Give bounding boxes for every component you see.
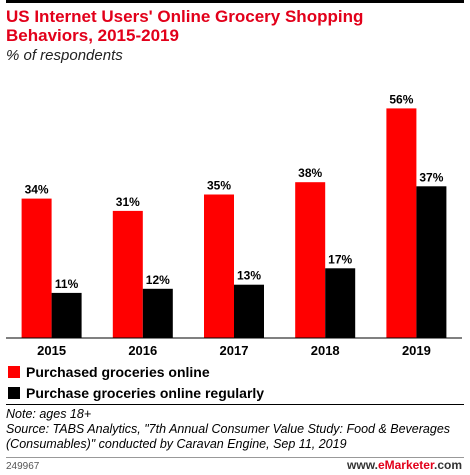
brand-prefix: www. (347, 458, 378, 472)
data-label: 56% (389, 92, 413, 106)
footer-divider (6, 457, 464, 458)
chart-title: US Internet Users' Online Grocery Shoppi… (6, 7, 364, 45)
bar-purchased-2019 (386, 108, 417, 339)
legend-swatch-black (8, 387, 20, 399)
brand-main: eMarketer (377, 458, 434, 472)
bar-purchased-2017 (204, 194, 234, 338)
top-rule (6, 0, 464, 3)
chart-subtitle: % of respondents (6, 47, 123, 64)
data-label: 38% (298, 166, 322, 180)
x-tick-label: 2019 (402, 343, 431, 358)
data-label: 11% (55, 277, 79, 291)
bar-regularly-2018 (325, 268, 356, 338)
legend-item-regularly: Purchase groceries online regularly (8, 384, 264, 402)
x-tick-label: 2015 (37, 343, 66, 358)
notes: Note: ages 18+ Source: TABS Analytics, "… (6, 407, 456, 452)
data-label: 17% (328, 252, 352, 266)
bar-regularly-2016 (142, 288, 173, 338)
bars-layer: 34% 11% 2015 31% 12% 2016 35% 13% 2017 38% 17% 2018… (21, 92, 447, 358)
data-label: 34% (25, 183, 49, 197)
note-divider (6, 404, 464, 405)
legend-item-purchased: Purchased groceries online (8, 363, 264, 381)
data-label: 12% (146, 273, 170, 287)
legend-label: Purchase groceries online regularly (26, 385, 265, 401)
data-label: 37% (419, 170, 443, 184)
source-text: Source: TABS Analytics, "7th Annual Cons… (6, 422, 451, 451)
legend-label: Purchased groceries online (26, 364, 210, 380)
brand-suffix: .com (433, 458, 462, 472)
bar-regularly-2017 (234, 284, 264, 338)
bar-purchased-2018 (295, 182, 326, 338)
bar-regularly-2019 (416, 186, 447, 338)
data-label: 35% (207, 179, 231, 193)
bar-chart: 34% 11% 2015 31% 12% 2016 35% 13% 2017 38% 17% 2018… (6, 92, 462, 358)
x-tick-label: 2017 (220, 343, 249, 358)
data-label: 13% (237, 269, 261, 283)
chart-id: 249967 (6, 461, 40, 472)
note-text: Note: ages 18+ (6, 407, 92, 421)
bar-regularly-2015 (51, 292, 82, 338)
bar-purchased-2015 (21, 198, 52, 338)
bar-purchased-2016 (112, 210, 143, 338)
x-tick-label: 2018 (311, 343, 340, 358)
legend-swatch-red (8, 366, 20, 378)
brand-logo: www.eMarketer.com (347, 458, 462, 472)
data-label: 31% (116, 195, 140, 209)
legend: Purchased groceries online Purchase groc… (8, 363, 264, 405)
x-tick-label: 2016 (128, 343, 157, 358)
